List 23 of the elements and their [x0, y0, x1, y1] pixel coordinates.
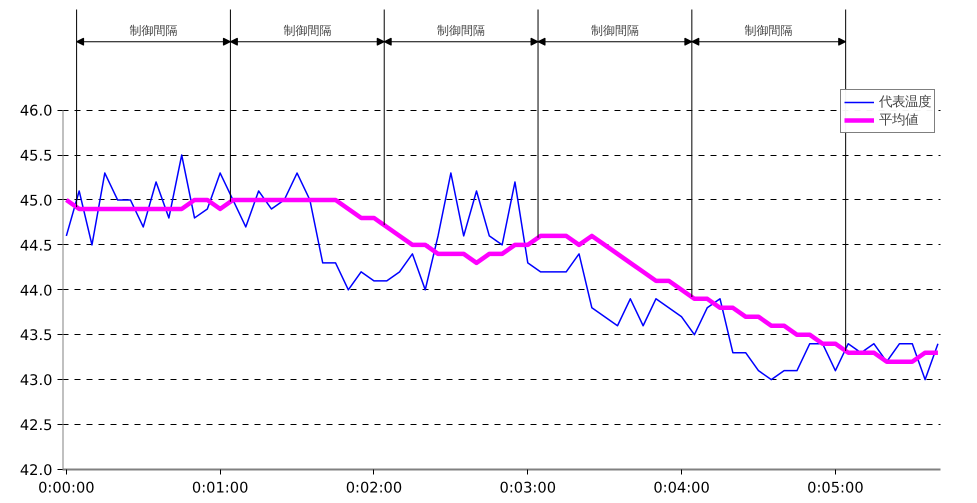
text: 制御間隔 — [437, 24, 486, 38]
y-tick-label: 46.0 — [20, 102, 53, 120]
line-series — [66, 154, 939, 380]
text: 制御間隔 — [744, 24, 793, 38]
y-tick-label: 44.0 — [20, 282, 53, 300]
text: 制御間隔 — [590, 24, 639, 38]
y-tick-label: 45.5 — [20, 148, 53, 165]
x-tick-label: 0:01:00 — [192, 480, 248, 496]
y-tick-label: 42.0 — [20, 462, 53, 479]
legend-label: 平均値 — [879, 112, 918, 129]
y-tick-label: 42.5 — [20, 417, 53, 434]
text: 制御間隔 — [283, 24, 332, 38]
x-tick-label: 0:03:00 — [500, 480, 556, 496]
y-tick-label: 45.0 — [20, 192, 53, 210]
y-tick-label: 44.5 — [20, 237, 53, 254]
y-tick-label: 43.5 — [20, 327, 53, 344]
text: 制御間隔 — [130, 24, 178, 38]
y-tick-label: 43.0 — [20, 372, 53, 390]
x-tick-label: 0:02:00 — [346, 480, 402, 496]
x-tick-label: 0:04:00 — [653, 480, 710, 496]
x-tick-label: 0:05:00 — [807, 480, 864, 496]
x-tick-label: 0:00:00 — [38, 480, 95, 496]
legend-label: 代表温度 — [879, 94, 931, 111]
